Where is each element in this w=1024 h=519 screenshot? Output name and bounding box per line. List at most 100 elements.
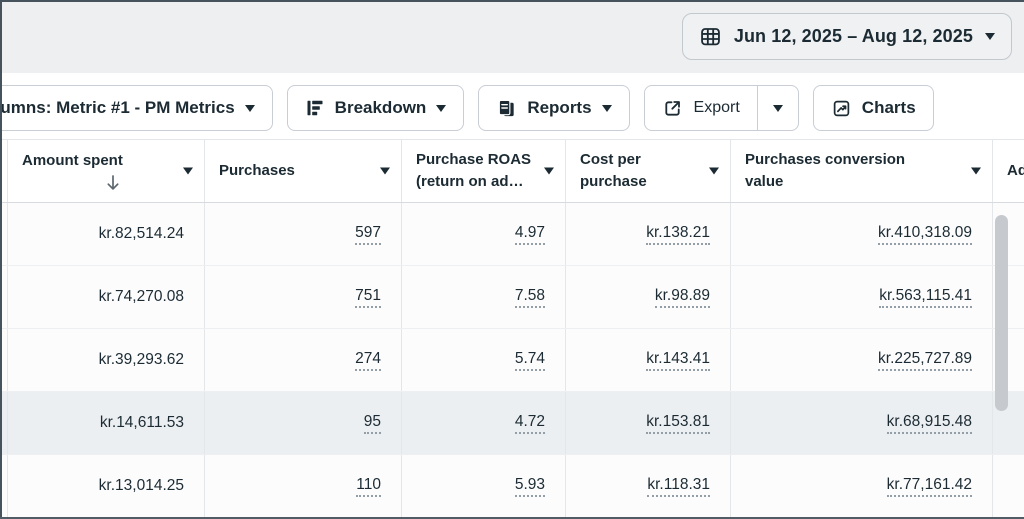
roas-value[interactable]: 7.58	[514, 286, 545, 309]
purchases-value[interactable]: 274	[355, 349, 381, 372]
table-row: kr.13,014.25 110 5.93 kr.118.31 kr.77,16…	[0, 455, 1024, 518]
conversion-value[interactable]: kr.410,318.09	[878, 223, 972, 246]
table-edge-cell	[0, 203, 8, 265]
chevron-down-icon[interactable]	[971, 167, 981, 175]
cell-purchase-roas: 4.97	[402, 203, 566, 265]
reports-button-label: Reports	[527, 98, 592, 117]
metrics-table: Amount spent Purchases Purchase ROAS (re…	[0, 139, 1024, 518]
cell-conversion-value: kr.68,915.48	[731, 392, 993, 454]
purchases-value[interactable]: 95	[363, 412, 381, 435]
cell-purchases: 597	[205, 203, 402, 265]
purchases-value[interactable]: 110	[356, 475, 381, 498]
cell-cost-per-purchase: kr.98.89	[566, 266, 731, 328]
column-header-clipped[interactable]: Ad	[993, 140, 1024, 202]
conversion-value[interactable]: kr.225,727.89	[878, 349, 972, 372]
chevron-down-icon[interactable]	[544, 167, 554, 175]
cell-cost-per-purchase: kr.138.21	[566, 203, 731, 265]
chevron-down-icon[interactable]	[183, 167, 193, 175]
cell-conversion-value: kr.410,318.09	[731, 203, 993, 265]
roas-value[interactable]: 4.72	[514, 412, 545, 435]
chevron-down-icon	[436, 104, 447, 112]
conversion-value[interactable]: kr.77,161.42	[886, 475, 972, 498]
cell-purchase-roas: 5.93	[402, 455, 566, 517]
cost-per-purchase-value[interactable]: kr.143.41	[646, 349, 710, 372]
cost-per-purchase-value[interactable]: kr.153.81	[646, 412, 710, 435]
cell-purchases: 110	[205, 455, 402, 517]
breakdown-icon	[307, 100, 323, 116]
column-header-label: Amount spent	[22, 151, 123, 169]
table-edge-cell	[0, 140, 8, 202]
column-header-label: Purchase ROAS (return on ad…	[416, 150, 532, 191]
export-button[interactable]: Export	[645, 86, 757, 130]
column-header-label: Purchases	[219, 161, 295, 179]
column-header-label: Cost per purchase	[580, 150, 647, 191]
cell-conversion-value: kr.225,727.89	[731, 329, 993, 391]
amount-spent-value: kr.82,514.24	[98, 225, 184, 242]
window-edge-top	[0, 0, 1024, 2]
chevron-down-icon	[244, 104, 255, 112]
column-header-cost-per-purchase[interactable]: Cost per purchase	[566, 140, 731, 202]
conversion-value[interactable]: kr.563,115.41	[879, 286, 972, 309]
cell-purchase-roas: 4.72	[402, 392, 566, 454]
chevron-down-icon[interactable]	[709, 167, 719, 175]
cell-purchases: 274	[205, 329, 402, 391]
amount-spent-value: kr.74,270.08	[98, 288, 184, 305]
cell-amount-spent: kr.74,270.08	[8, 266, 205, 328]
column-header-amount-spent[interactable]: Amount spent	[8, 140, 205, 202]
columns-button-label: Columns: Metric #1 - PM Metrics	[0, 98, 235, 117]
date-range-selector[interactable]: Jun 12, 2025 – Aug 12, 2025	[681, 13, 1012, 60]
columns-button[interactable]: Columns: Metric #1 - PM Metrics	[0, 85, 273, 131]
button-divider	[756, 86, 758, 130]
calendar-icon	[700, 28, 720, 46]
breakdown-button[interactable]: Breakdown	[286, 85, 465, 131]
cell-amount-spent: kr.13,014.25	[8, 455, 205, 517]
table-row: kr.82,514.24 597 4.97 kr.138.21 kr.410,3…	[0, 203, 1024, 266]
chevron-down-icon	[772, 104, 783, 112]
cell-purchases: 95	[205, 392, 402, 454]
cost-per-purchase-value[interactable]: kr.98.89	[654, 286, 710, 309]
cell-purchase-roas: 5.74	[402, 329, 566, 391]
cell-cost-per-purchase: kr.118.31	[566, 455, 731, 517]
charts-button-label: Charts	[861, 98, 916, 117]
column-header-purchases-conversion-value[interactable]: Purchases conversion value	[731, 140, 993, 202]
vertical-scrollbar[interactable]	[995, 215, 1008, 411]
cell-amount-spent: kr.14,611.53	[8, 392, 205, 454]
cell-purchases: 751	[205, 266, 402, 328]
table-row-highlighted: kr.14,611.53 95 4.72 kr.153.81 kr.68,915…	[0, 392, 1024, 455]
purchases-value[interactable]: 597	[355, 223, 381, 246]
cell-clipped	[993, 455, 1024, 517]
cell-cost-per-purchase: kr.153.81	[566, 392, 731, 454]
table-edge-cell	[0, 455, 8, 517]
table-edge-cell	[0, 392, 8, 454]
chevron-down-icon	[601, 104, 612, 112]
table-row: kr.74,270.08 751 7.58 kr.98.89 kr.563,11…	[0, 266, 1024, 329]
export-options-button[interactable]	[758, 86, 798, 130]
amount-spent-value: kr.39,293.62	[98, 351, 184, 368]
cell-purchase-roas: 7.58	[402, 266, 566, 328]
amount-spent-value: kr.13,014.25	[98, 477, 184, 494]
cost-per-purchase-value[interactable]: kr.138.21	[646, 223, 710, 246]
chevron-down-icon[interactable]	[380, 167, 390, 175]
date-range-label: Jun 12, 2025 – Aug 12, 2025	[733, 26, 973, 46]
purchases-value[interactable]: 751	[355, 286, 381, 309]
conversion-value[interactable]: kr.68,915.48	[886, 412, 972, 435]
column-header-label: Purchases conversion value	[745, 150, 906, 191]
cell-amount-spent: kr.39,293.62	[8, 329, 205, 391]
export-button-label: Export	[693, 99, 740, 116]
cell-conversion-value: kr.563,115.41	[731, 266, 993, 328]
roas-value[interactable]: 5.93	[514, 475, 545, 498]
export-split-button: Export	[643, 85, 799, 131]
roas-value[interactable]: 4.97	[514, 223, 545, 246]
chevron-down-icon	[985, 33, 995, 40]
roas-value[interactable]: 5.74	[514, 349, 545, 372]
window-edge-left	[0, 0, 2, 519]
cost-per-purchase-value[interactable]: kr.118.31	[647, 475, 710, 498]
charts-button[interactable]: Charts	[812, 85, 934, 131]
column-header-purchases[interactable]: Purchases	[205, 140, 402, 202]
export-icon	[664, 100, 680, 116]
table-row: kr.39,293.62 274 5.74 kr.143.41 kr.225,7…	[0, 329, 1024, 392]
window-edge-bottom	[0, 517, 1024, 519]
column-header-purchase-roas[interactable]: Purchase ROAS (return on ad…	[402, 140, 566, 202]
reports-button[interactable]: Reports	[478, 85, 630, 131]
